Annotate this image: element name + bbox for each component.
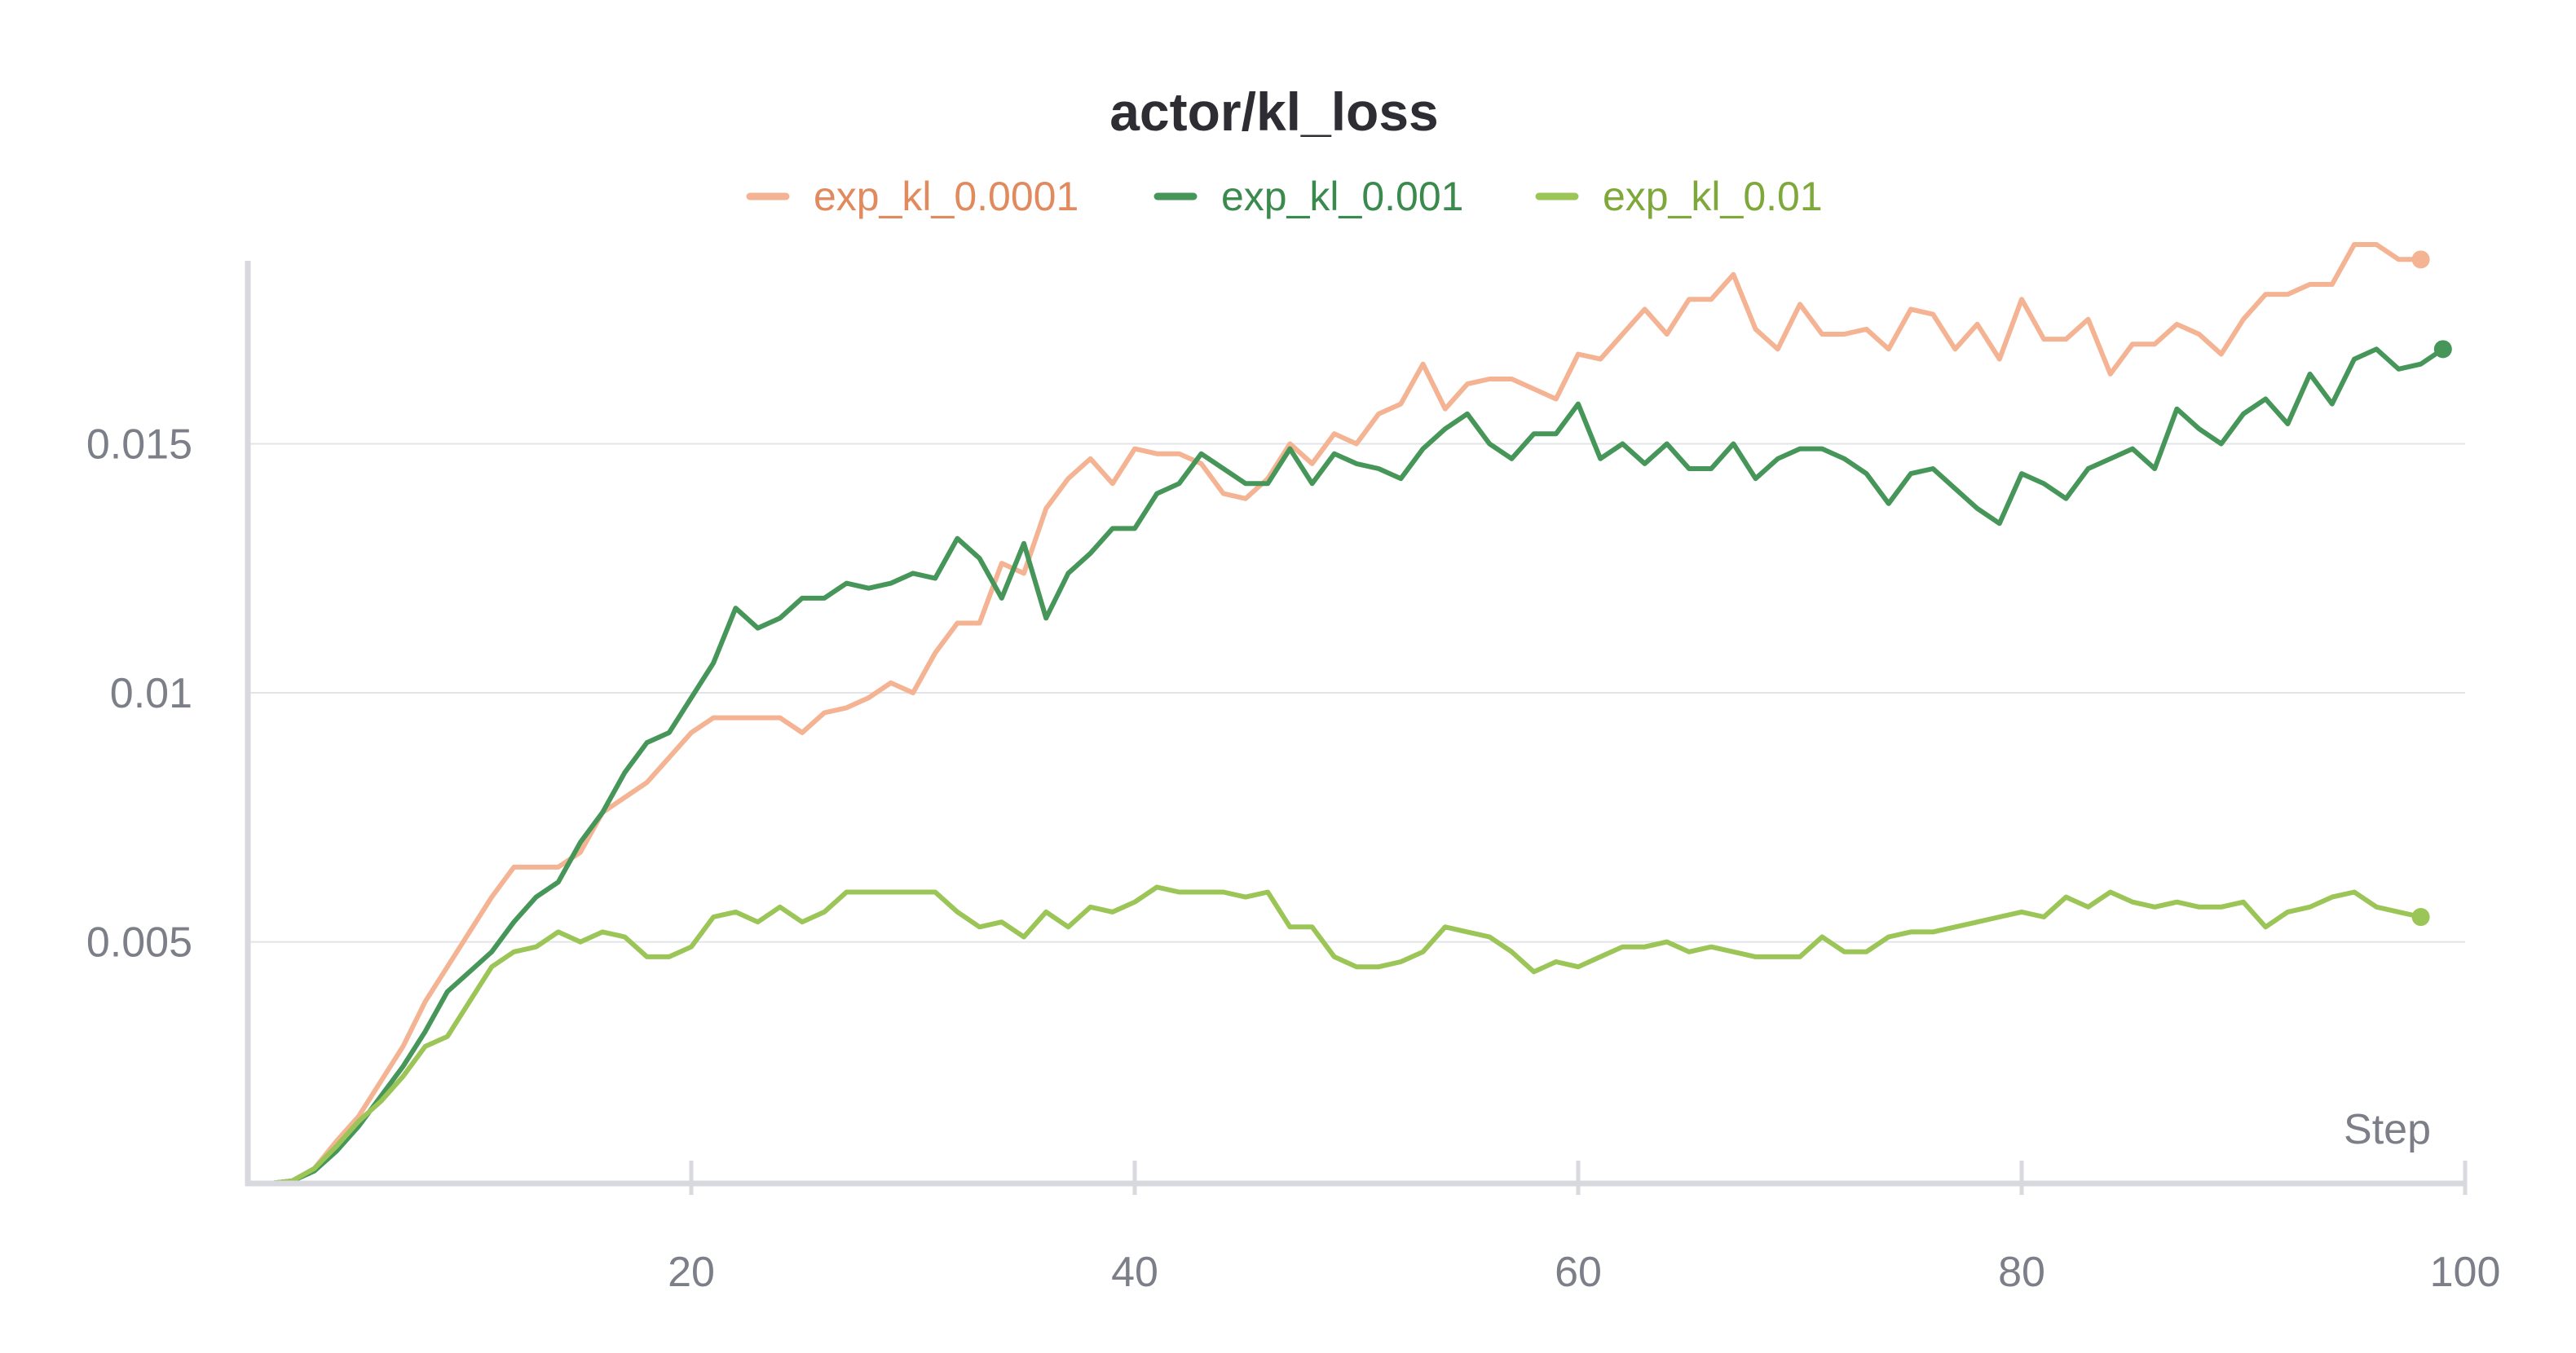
series-line-exp_kl_0.01 — [267, 884, 2424, 1186]
series-endpoint-exp_kl_0.001 — [2433, 340, 2452, 359]
x-axis-title: Step — [2344, 1106, 2431, 1153]
legend-label: exp_kl_0.001 — [1221, 174, 1463, 219]
legend: exp_kl_0.0001 exp_kl_0.001 exp_kl_0.01 — [746, 174, 1823, 219]
series-line-exp_kl_0.0001 — [267, 242, 2424, 1186]
x-tick-label: 80 — [1998, 1249, 2045, 1296]
legend-label: exp_kl_0.01 — [1603, 174, 1823, 219]
legend-item[interactable]: exp_kl_0.0001 — [746, 174, 1078, 219]
series-lines — [267, 242, 2452, 1186]
y-tick-label: 0.015 — [86, 421, 192, 468]
series-endpoint-exp_kl_0.01 — [2411, 908, 2430, 927]
x-tick-label: 60 — [1555, 1249, 1602, 1296]
legend-label: exp_kl_0.0001 — [814, 174, 1078, 219]
x-tick-label: 100 — [2430, 1249, 2501, 1296]
series-line-exp_kl_0.001 — [267, 346, 2446, 1186]
legend-item[interactable]: exp_kl_0.001 — [1153, 174, 1463, 219]
chart-title: actor/kl_loss — [1109, 82, 1439, 142]
axes: 20 40 60 80 100 — [245, 261, 2500, 1296]
x-tick-label: 40 — [1111, 1249, 1158, 1296]
y-tick-label: 0.01 — [110, 670, 192, 717]
series-endpoint-exp_kl_0.0001 — [2411, 250, 2430, 269]
grid-lines: 0.005 0.01 0.015 — [86, 421, 2465, 967]
x-tick-label: 20 — [668, 1249, 715, 1296]
legend-item[interactable]: exp_kl_0.01 — [1535, 174, 1823, 219]
y-tick-label: 0.005 — [86, 919, 192, 967]
